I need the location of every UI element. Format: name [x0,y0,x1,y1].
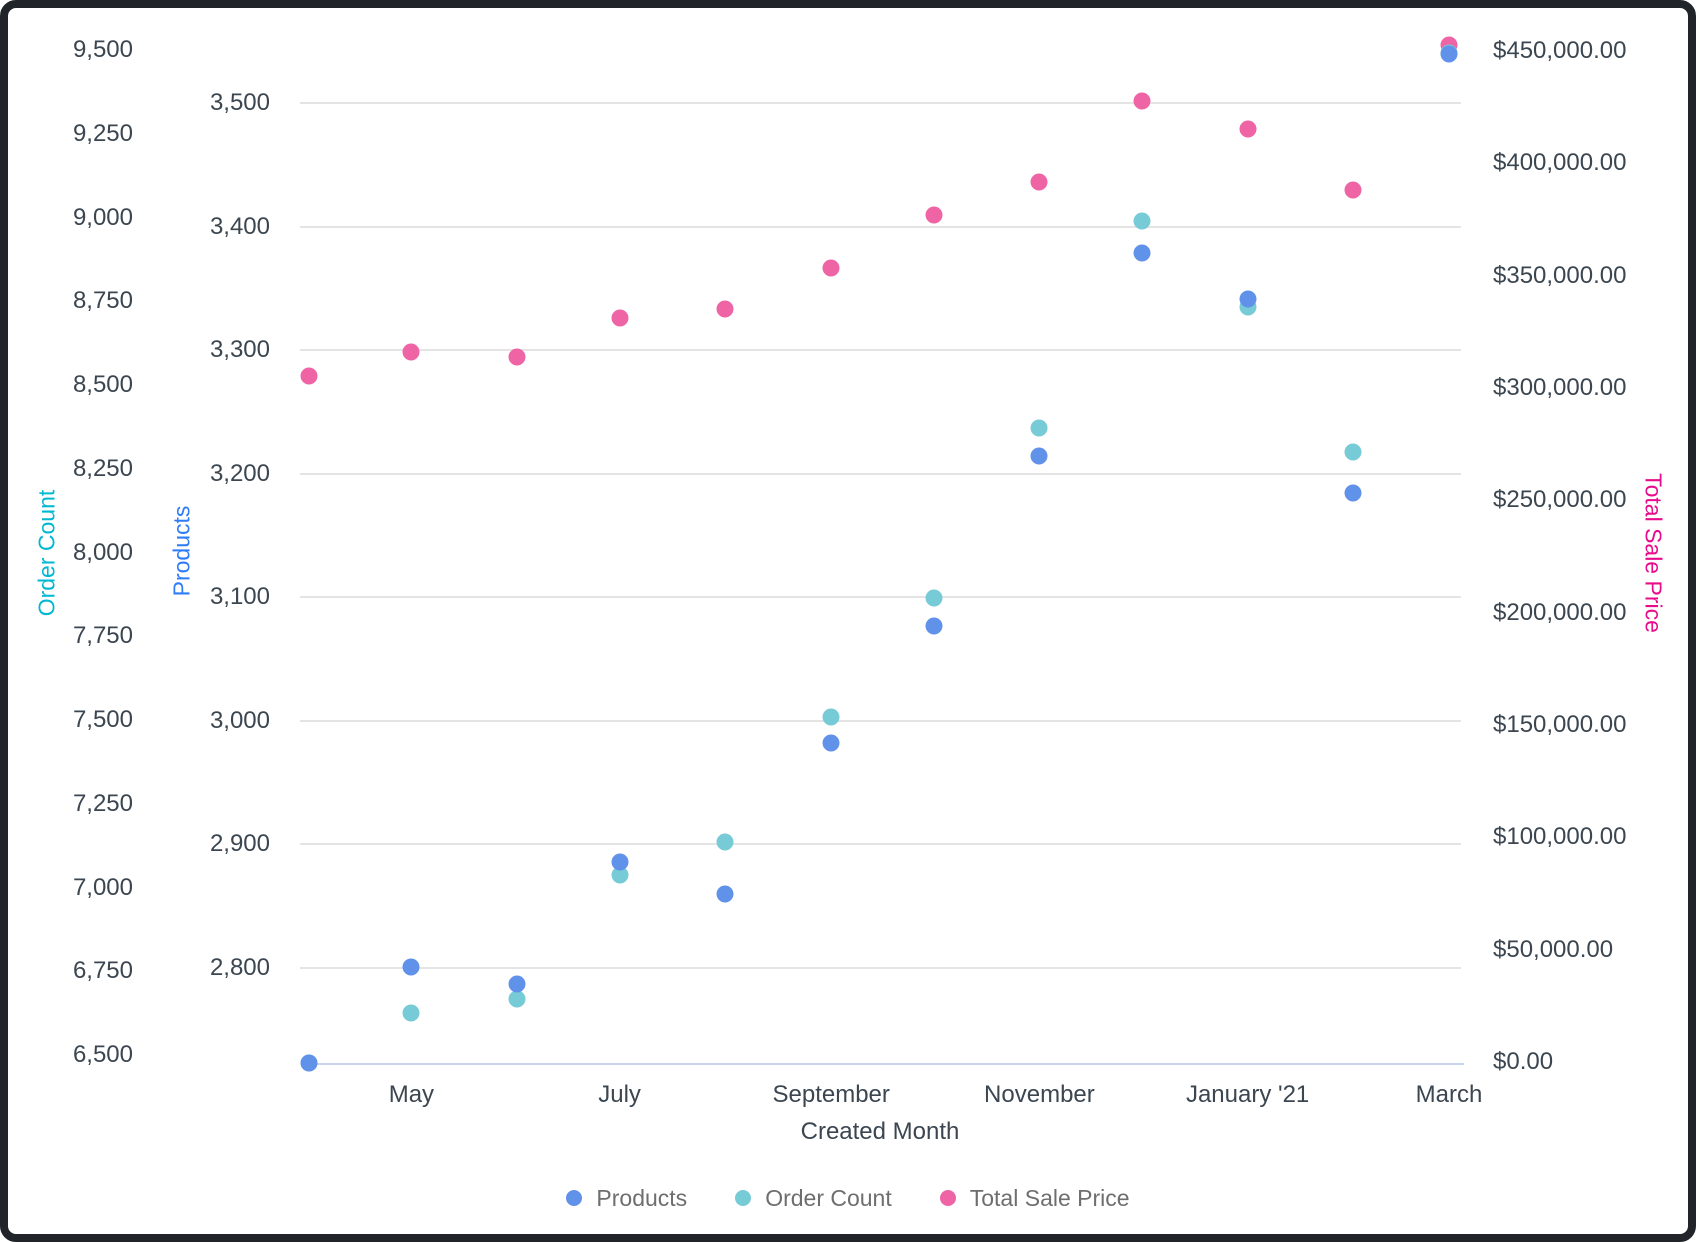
y-tick-products: 2,800 [209,954,270,981]
y-tick-products: 3,400 [209,212,270,240]
data-point-products-8[interactable] [1133,244,1151,262]
y-tick-order-count: 8,750 [72,287,133,315]
y-tick-products: 2,900 [209,830,270,858]
y-tick-order-count: 7,500 [72,706,133,733]
data-point-products-1[interactable] [402,958,420,976]
y-tick-order-count: 9,000 [72,203,133,231]
y-tick-products: 3,300 [209,336,270,364]
data-point-products-11[interactable] [1440,45,1458,63]
data-point-total-sale-price-6[interactable] [925,206,943,224]
data-point-order-count-6[interactable] [925,589,943,607]
y-tick-order-count: 7,000 [72,873,133,901]
legend-dot-order-count [735,1190,752,1206]
data-point-products-10[interactable] [1344,484,1362,502]
y-tick-total-sale-price: $50,000.00 [1493,935,1614,963]
y-tick-order-count: 7,750 [72,622,133,650]
gridline [300,472,1461,475]
y-tick-total-sale-price: $350,000.00 [1493,261,1627,289]
y-tick-order-count: 8,500 [72,371,133,398]
legend-label: Products [596,1184,688,1211]
data-point-order-count-4[interactable] [716,833,734,851]
legend-label: Total Sale Price [969,1184,1130,1211]
legend-item-total-sale-price[interactable]: Total Sale Price [939,1184,1130,1212]
legend-item-order-count[interactable]: Order Count [735,1185,892,1212]
data-point-total-sale-price-9[interactable] [1239,120,1257,138]
legend-dot-total-sale-price [939,1190,956,1206]
legend-item-products[interactable]: Products [566,1185,687,1212]
data-point-products-7[interactable] [1030,447,1048,465]
data-point-total-sale-price-3[interactable] [611,309,629,327]
y-tick-total-sale-price: $250,000.00 [1493,486,1627,514]
data-point-order-count-10[interactable] [1344,443,1362,461]
y-tick-total-sale-price: $100,000.00 [1493,823,1627,851]
data-point-total-sale-price-0[interactable] [300,367,318,385]
x-tick-label: May [388,1081,435,1108]
y-tick-total-sale-price: $150,000.00 [1493,711,1627,738]
data-point-products-6[interactable] [925,617,943,635]
gridline [300,225,1461,228]
legend-label: Order Count [765,1184,892,1211]
y-tick-products: 3,200 [209,459,270,487]
x-tick-label: November [984,1081,1095,1108]
gridline [300,967,1461,969]
y-tick-total-sale-price: $450,000.00 [1493,37,1627,64]
data-point-products-4[interactable] [716,885,734,903]
y-tick-order-count: 8,000 [72,538,133,566]
y-tick-products: 3,500 [209,89,270,116]
data-point-total-sale-price-7[interactable] [1030,173,1048,191]
y-tick-order-count: 7,250 [72,789,133,817]
gridline [300,349,1461,352]
x-axis-line [308,1063,1464,1065]
data-point-products-3[interactable] [611,853,629,871]
data-point-products-5[interactable] [822,734,840,752]
data-point-products-0[interactable] [300,1054,318,1072]
y-tick-order-count: 6,500 [72,1041,133,1068]
x-tick-label: March [1415,1081,1483,1108]
data-point-order-count-5[interactable] [822,708,840,726]
gridline [300,102,1461,104]
y-tick-order-count: 6,750 [72,957,133,985]
data-point-order-count-1[interactable] [402,1004,420,1022]
data-point-total-sale-price-2[interactable] [508,348,526,366]
gridline [300,719,1461,722]
y-tick-order-count: 8,250 [72,454,133,482]
data-point-total-sale-price-10[interactable] [1344,181,1362,199]
x-tick-label: September [772,1081,890,1108]
y-tick-total-sale-price: $0.00 [1493,1048,1554,1075]
y-tick-products: 3,100 [209,583,270,611]
y-tick-total-sale-price: $400,000.00 [1493,149,1627,177]
y-tick-order-count: 9,250 [72,119,133,147]
data-point-products-2[interactable] [508,975,526,993]
data-point-total-sale-price-4[interactable] [716,300,734,318]
gridline [300,596,1461,599]
x-axis-title: Created Month [800,1118,960,1145]
data-point-products-9[interactable] [1239,290,1257,308]
data-point-order-count-3[interactable] [611,866,629,884]
data-point-total-sale-price-1[interactable] [402,343,420,361]
y-tick-total-sale-price: $200,000.00 [1493,598,1627,626]
data-point-total-sale-price-8[interactable] [1133,92,1151,110]
legend: Products Order Count Total Sale Price [0,1180,1696,1216]
data-point-order-count-2[interactable] [508,990,526,1008]
data-point-order-count-8[interactable] [1133,212,1151,230]
y-tick-products: 3,000 [209,706,270,734]
x-tick-label: January '21 [1185,1081,1310,1108]
legend-dot-products [566,1190,583,1206]
y-tick-order-count: 9,500 [72,36,133,63]
data-point-order-count-7[interactable] [1030,419,1048,437]
x-tick-label: July [598,1081,641,1108]
y-tick-total-sale-price: $300,000.00 [1493,374,1627,401]
gridline [300,843,1461,846]
data-point-total-sale-price-5[interactable] [822,259,840,277]
